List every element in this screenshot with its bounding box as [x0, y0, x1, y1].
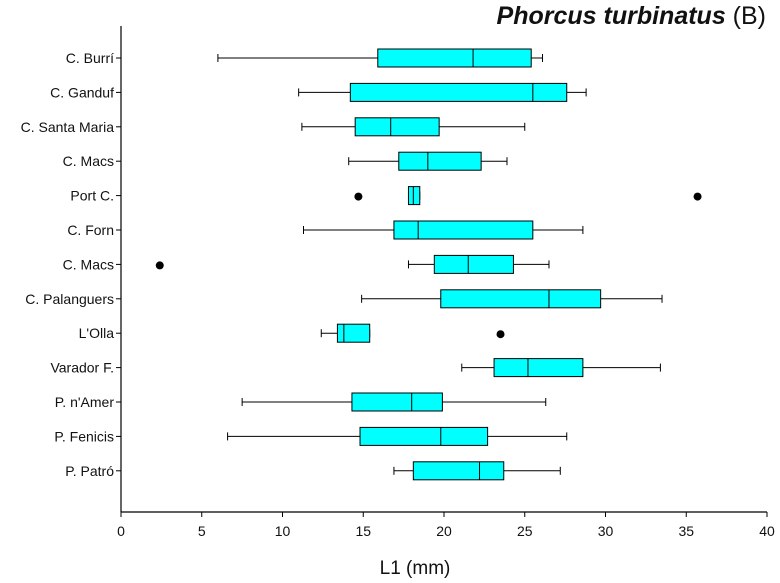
x-tick-label: 15	[355, 523, 371, 539]
category-label: C. Palanguers	[25, 291, 114, 307]
outlier-point	[155, 261, 164, 270]
category-label: P. n'Amer	[55, 394, 115, 410]
x-tick-label: 30	[598, 523, 614, 539]
box-group	[320, 323, 505, 343]
iqr-box	[412, 461, 505, 481]
chart-title: Phorcus turbinatus (B)	[497, 2, 766, 31]
category-label: Varador F.	[50, 360, 114, 376]
iqr-box	[393, 220, 534, 240]
iqr-box	[336, 323, 371, 343]
category-label: C. Santa Maria	[21, 119, 115, 135]
category-label: C. Macs	[63, 256, 114, 272]
box-group	[461, 358, 661, 378]
x-tick-label: 40	[759, 523, 775, 539]
iqr-box	[359, 426, 489, 446]
iqr-box	[398, 151, 482, 171]
iqr-box	[493, 358, 584, 378]
x-tick-label: 20	[436, 523, 452, 539]
box-group	[298, 82, 587, 102]
iqr-box	[354, 117, 440, 137]
axes: 0 5 10 15 20 25 30 35 40 C. Burrí C. Ganduf C. Sant…	[21, 26, 775, 539]
iqr-box	[433, 254, 514, 274]
box-group	[227, 426, 568, 446]
category-label: L'Olla	[79, 325, 115, 341]
x-tick-label: 5	[198, 523, 206, 539]
category-label: Port C.	[70, 188, 114, 204]
category-label: P. Fenicis	[54, 428, 114, 444]
outlier-point	[354, 192, 363, 201]
x-tick-label: 10	[275, 523, 291, 539]
box-marks	[155, 48, 702, 481]
iqr-box	[440, 289, 602, 309]
iqr-box	[407, 186, 421, 206]
box-group	[393, 461, 561, 481]
category-label: C. Burrí	[66, 50, 114, 66]
category-label: C. Macs	[63, 153, 114, 169]
box-group	[155, 254, 550, 274]
x-axis-label: L1 (mm)	[380, 558, 451, 579]
iqr-box	[349, 82, 568, 102]
x-tick-label: 0	[117, 523, 125, 539]
x-tick-label: 35	[678, 523, 694, 539]
x-tick-label: 25	[517, 523, 533, 539]
box-group	[301, 117, 526, 137]
iqr-box	[351, 392, 443, 412]
chart-title-species: Phorcus turbinatus	[496, 2, 726, 30]
box-group	[354, 186, 702, 206]
chart-title-suffix: (B)	[732, 2, 766, 30]
category-label: C. Ganduf	[50, 84, 114, 100]
category-label: C. Forn	[67, 222, 114, 238]
box-group	[217, 48, 544, 68]
box-group	[361, 289, 663, 309]
box-group	[302, 220, 584, 240]
outlier-point	[693, 192, 702, 201]
box-group	[348, 151, 508, 171]
iqr-box	[377, 48, 532, 68]
outlier-point	[496, 330, 505, 339]
box-group	[241, 392, 547, 412]
category-label: P. Patró	[65, 463, 114, 479]
